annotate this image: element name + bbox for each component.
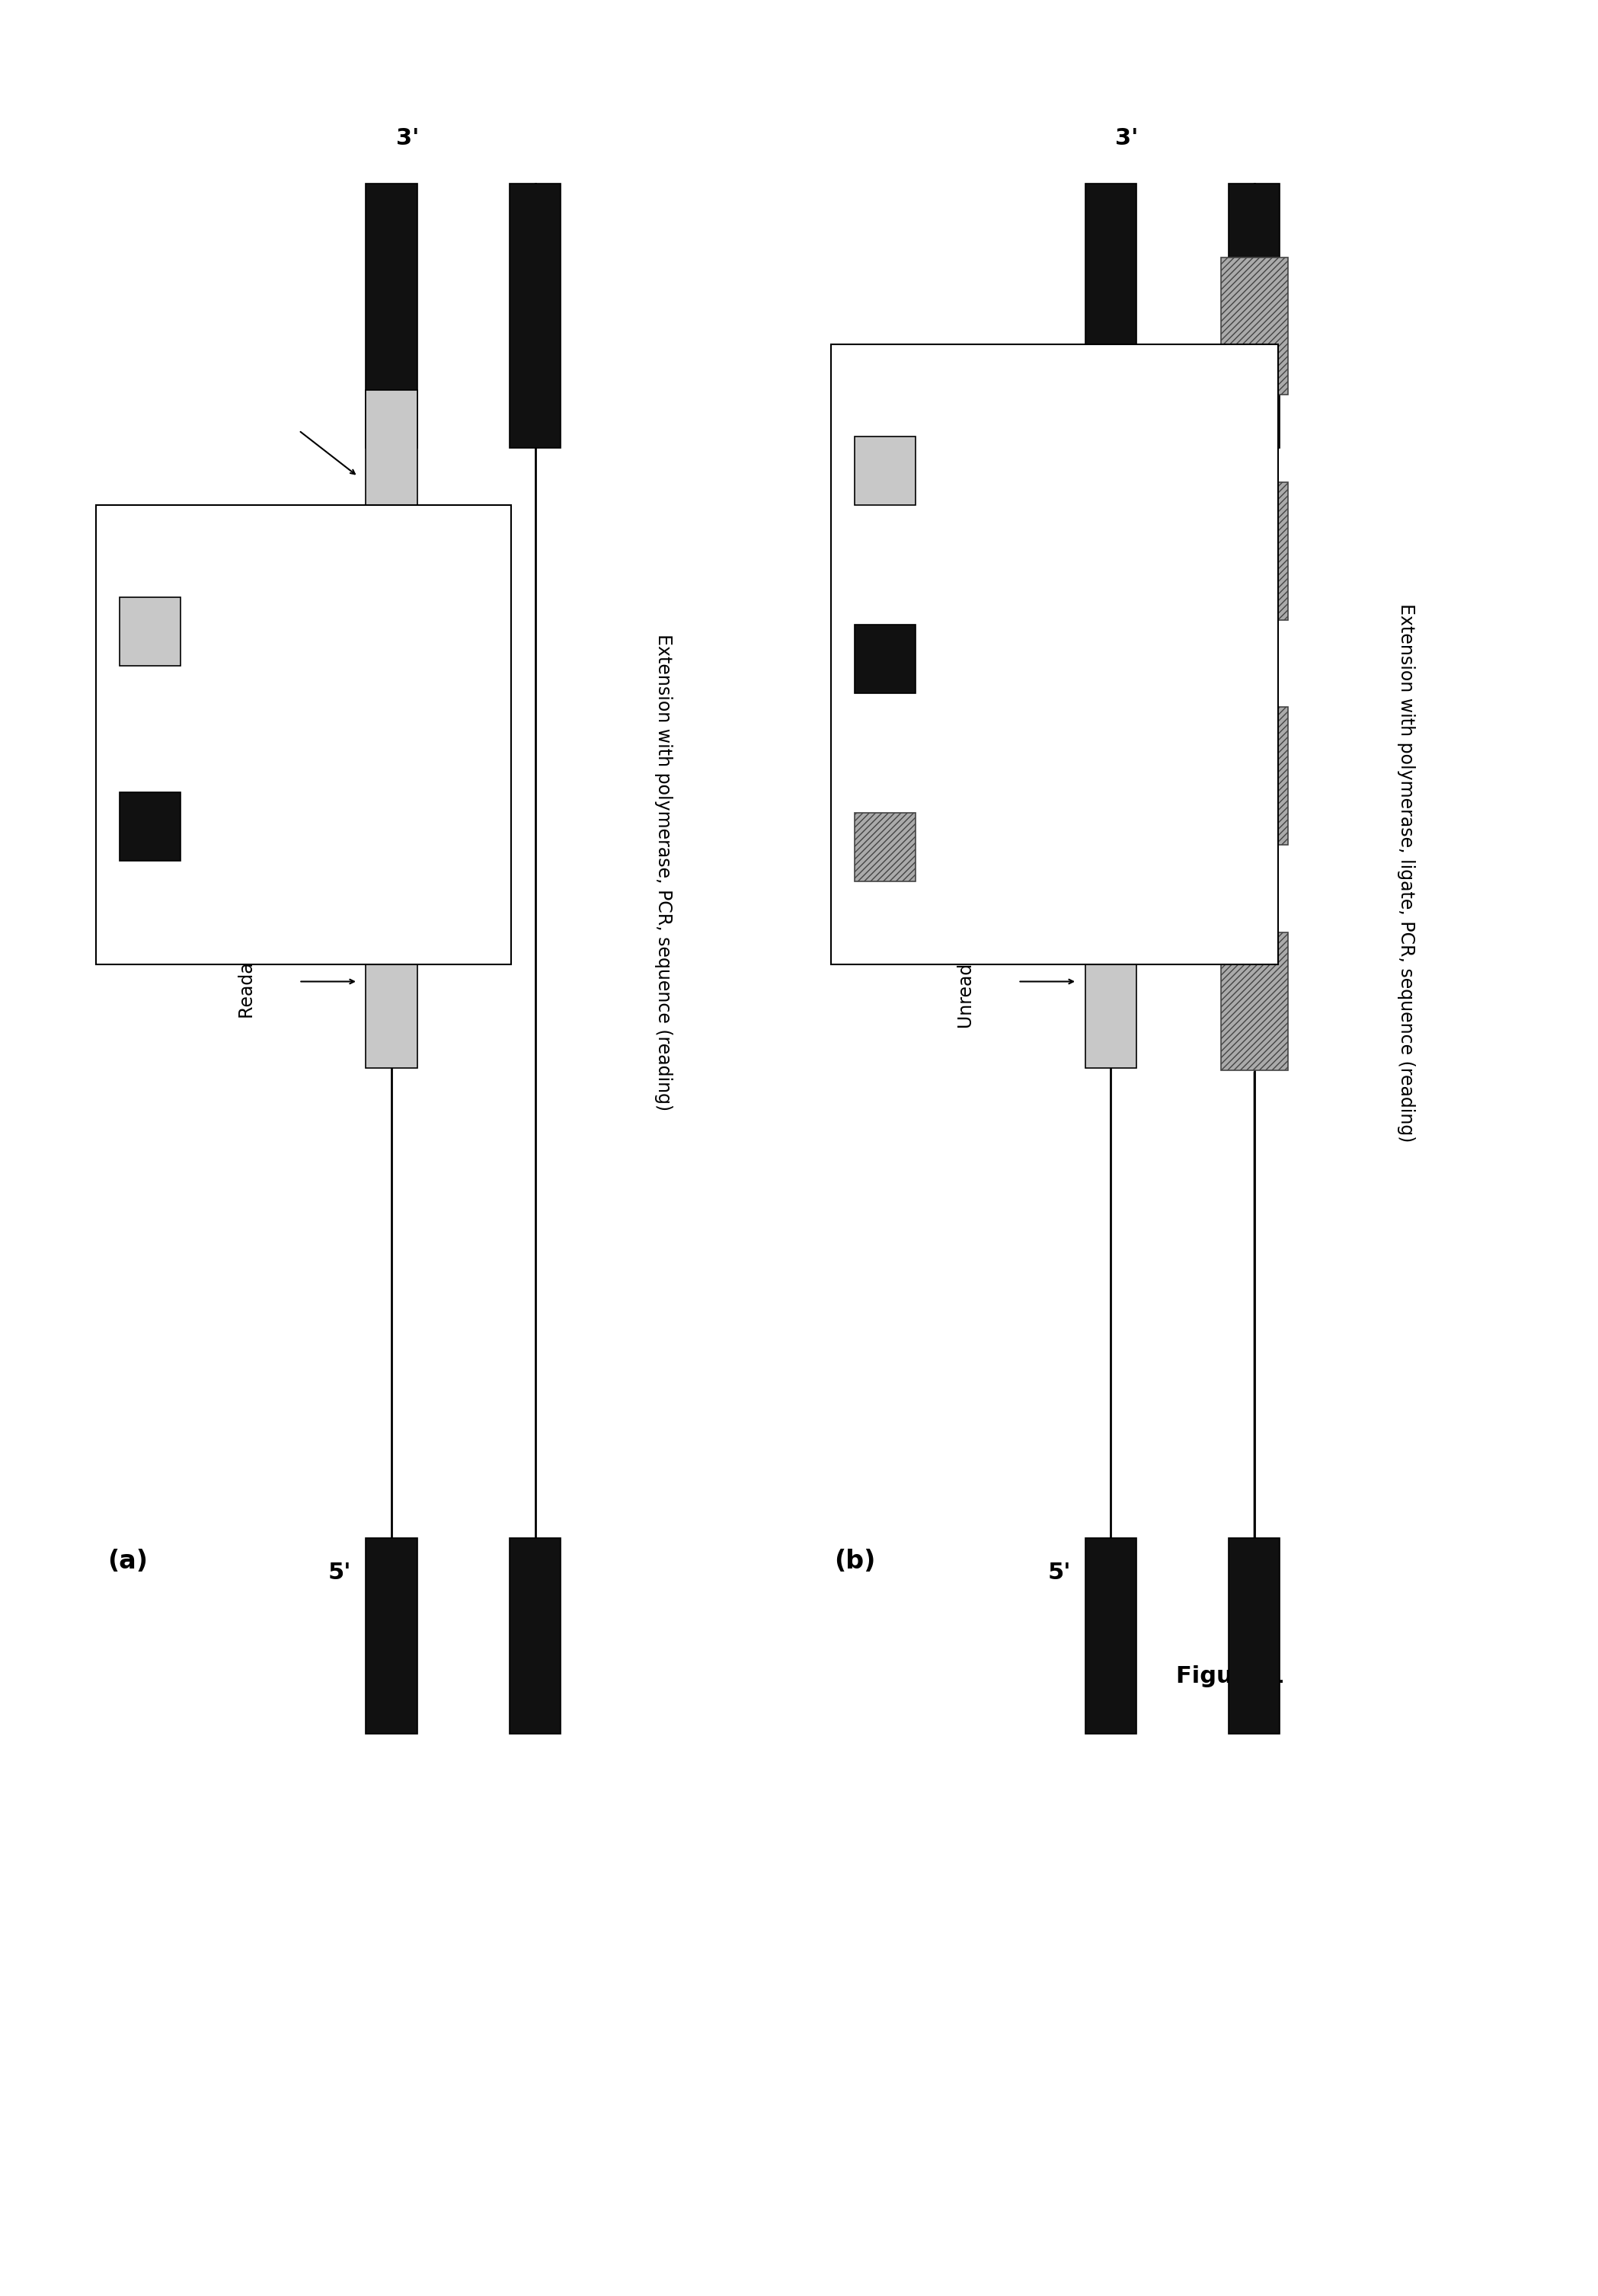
Bar <box>1085 643 1136 815</box>
Bar <box>1221 932 1288 1070</box>
Bar <box>366 390 417 563</box>
Text: Unreadable chemical linkages (tagging): Unreadable chemical linkages (tagging) <box>957 670 976 1029</box>
Text: 3': 3' <box>396 126 419 149</box>
Bar <box>1085 895 1136 1068</box>
Text: ✩: ✩ <box>1099 1619 1122 1644</box>
Bar <box>510 1538 561 1733</box>
Text: = relay primer: = relay primer <box>935 840 1058 854</box>
Bar <box>366 643 417 815</box>
Bar <box>510 184 561 448</box>
Bar <box>855 625 916 693</box>
Bar <box>1085 1538 1136 1733</box>
Bar <box>1229 184 1280 448</box>
Bar <box>855 436 916 505</box>
Bar <box>1221 707 1288 845</box>
Text: ✩: ✩ <box>380 1619 403 1644</box>
Text: (b): (b) <box>834 1550 876 1573</box>
Bar <box>366 184 417 448</box>
Text: = fixed constant sequence: = fixed constant sequence <box>935 652 1162 666</box>
Bar <box>366 560 417 647</box>
Bar <box>366 1538 417 1733</box>
Bar <box>855 436 916 505</box>
Bar <box>831 344 1278 964</box>
Bar <box>366 895 417 1068</box>
Bar <box>96 505 511 964</box>
Bar <box>366 895 417 1068</box>
Text: Extension with polymerase, ligate, PCR, sequence (reading): Extension with polymerase, ligate, PCR, … <box>1397 604 1416 1141</box>
Bar <box>366 643 417 815</box>
Bar <box>1085 390 1136 563</box>
Bar <box>120 792 181 861</box>
Text: Extension with polymerase, PCR, sequence (reading): Extension with polymerase, PCR, sequence… <box>654 634 673 1111</box>
Bar <box>1085 643 1136 815</box>
Bar <box>1085 895 1136 1068</box>
Bar <box>1229 1538 1280 1733</box>
Text: = variable encoding sequence: = variable encoding sequence <box>935 464 1194 478</box>
Bar <box>366 813 417 900</box>
Bar <box>366 390 417 563</box>
Text: 5': 5' <box>1047 1561 1071 1584</box>
Text: 3': 3' <box>1115 126 1138 149</box>
Text: 5': 5' <box>328 1561 352 1584</box>
Text: (a): (a) <box>107 1550 149 1573</box>
Bar <box>1085 184 1136 448</box>
Text: Figure 1: Figure 1 <box>1176 1665 1285 1688</box>
Bar <box>1085 813 1136 900</box>
Bar <box>1085 560 1136 647</box>
Bar <box>120 597 181 666</box>
Bar <box>120 597 181 666</box>
Text: Readable chemical linkages (tagging): Readable chemical linkages (tagging) <box>238 680 257 1019</box>
Text: = fixed constant sequence: = fixed constant sequence <box>200 820 427 833</box>
Bar <box>1085 390 1136 563</box>
Bar <box>1221 257 1288 395</box>
Text: = variable encoding sequence: = variable encoding sequence <box>200 625 459 638</box>
Bar <box>855 813 916 882</box>
Bar <box>1221 482 1288 620</box>
